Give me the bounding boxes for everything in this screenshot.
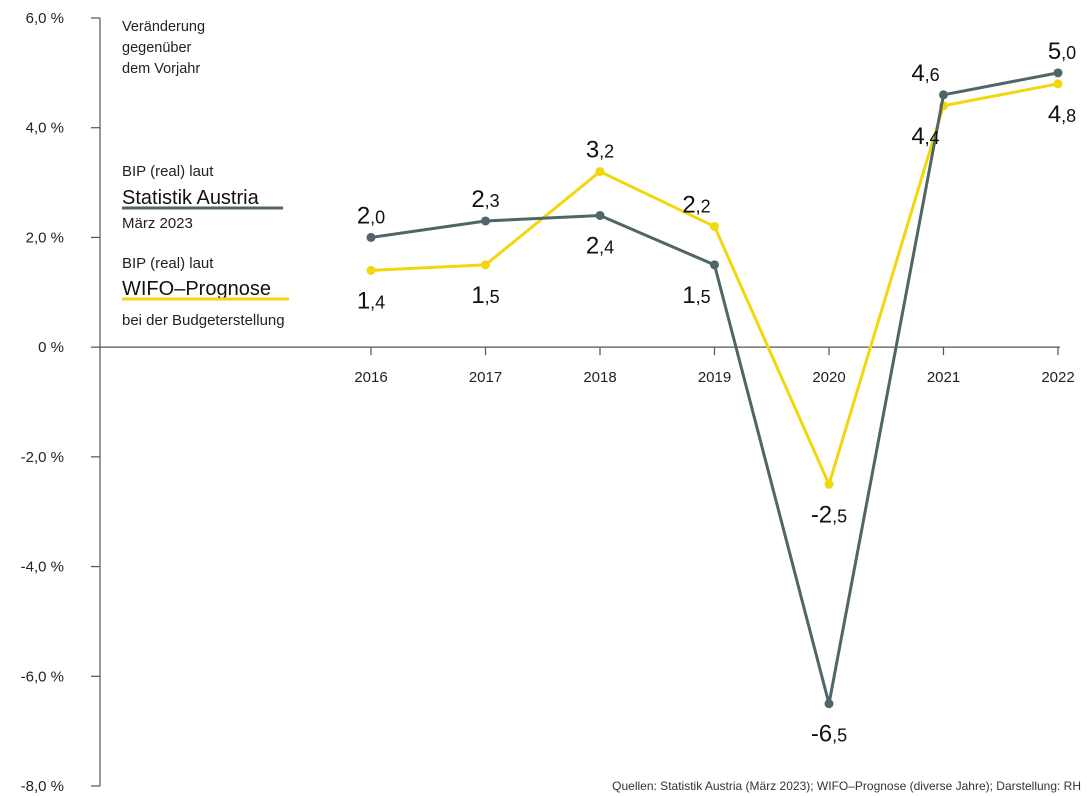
legend-item-wifo: BIP (real) laut WIFO–Prognose bei der Budg… (122, 255, 289, 329)
data-point-statistik (939, 90, 948, 100)
legend-series-name: Statistik Austria (122, 187, 260, 209)
data-label-statistik: 2,0 (357, 202, 385, 229)
y-tick-label: 2,0 % (26, 229, 64, 246)
data-label-statistik: 2,3 (471, 186, 499, 213)
legend-series-name: WIFO–Prognose (122, 278, 271, 300)
data-point-statistik (481, 216, 490, 226)
data-point-statistik (710, 260, 719, 270)
y-axis-note: Veränderung gegenüber dem Vorjahr (122, 19, 205, 77)
data-point-wifo (710, 221, 719, 231)
data-label-wifo: 4,4 (911, 123, 939, 150)
data-point-statistik (824, 699, 834, 709)
legend-suffix: bei der Budgeterstellung (122, 312, 285, 329)
x-tick-label: 2021 (927, 369, 960, 386)
y-axis: 6,0 % 4,0 % 2,0 % 0 % -2,0 % -4,0 % -6,0 % -8,0… (21, 10, 101, 795)
legend-prefix: BIP (real) laut (122, 163, 214, 180)
data-label-wifo: -2,5 (811, 501, 847, 528)
x-axis: 2016 2017 2018 2019 2020 2021 2022 (100, 346, 1075, 386)
data-point-wifo (481, 260, 490, 270)
data-labels: 2,0 2,3 2,4 1,5 -6,5 4,6 5,0 1,4 1,5 3,2 2,2 -2,5 4,… (357, 38, 1076, 748)
y-axis-note-line: gegenüber (122, 40, 192, 56)
data-label-wifo: 1,5 (471, 282, 499, 309)
data-label-wifo: 3,2 (586, 137, 614, 164)
data-label-statistik: -6,5 (811, 721, 847, 748)
y-tick-label: 4,0 % (26, 120, 64, 137)
y-tick-label: -6,0 % (21, 668, 64, 685)
data-point-statistik (1053, 68, 1063, 78)
x-tick-label: 2016 (354, 369, 387, 386)
data-label-wifo: 1,4 (357, 287, 385, 314)
data-label-statistik: 4,6 (911, 60, 939, 87)
y-tick-label: -8,0 % (21, 778, 64, 795)
y-axis-note-line: dem Vorjahr (122, 61, 200, 77)
x-tick-label: 2020 (812, 369, 845, 386)
y-tick-label: 0 % (38, 339, 64, 356)
data-label-statistik: 5,0 (1048, 38, 1076, 65)
y-tick-label: -4,0 % (21, 559, 64, 576)
data-point-wifo (824, 479, 834, 489)
data-label-wifo: 4,8 (1048, 101, 1076, 128)
data-point-wifo (366, 265, 376, 275)
x-tick-label: 2022 (1041, 369, 1074, 386)
data-point-statistik (366, 232, 376, 242)
y-axis-note-line: Veränderung (122, 19, 205, 35)
data-label-wifo: 2,2 (682, 191, 710, 218)
data-label-statistik: 2,4 (586, 232, 614, 259)
series-line-statistik (370, 71, 1059, 706)
y-tick-label: -2,0 % (21, 449, 64, 466)
legend-item-statistik: BIP (real) laut Statistik Austria März 202… (122, 163, 283, 232)
source-note: Quellen: Statistik Austria (März 2023); … (612, 779, 1081, 793)
series-layer (366, 68, 1063, 709)
data-label-statistik: 1,5 (682, 282, 710, 309)
legend-prefix: BIP (real) laut (122, 255, 214, 272)
data-point-wifo (1053, 79, 1063, 89)
data-point-statistik (595, 210, 605, 220)
x-tick-label: 2017 (469, 369, 502, 386)
x-tick-label: 2019 (698, 369, 731, 386)
x-tick-label: 2018 (583, 369, 616, 386)
y-tick-label: 6,0 % (26, 10, 64, 27)
legend-suffix: März 2023 (122, 215, 193, 232)
legend: BIP (real) laut Statistik Austria März 202… (122, 163, 289, 329)
data-point-wifo (595, 167, 605, 177)
